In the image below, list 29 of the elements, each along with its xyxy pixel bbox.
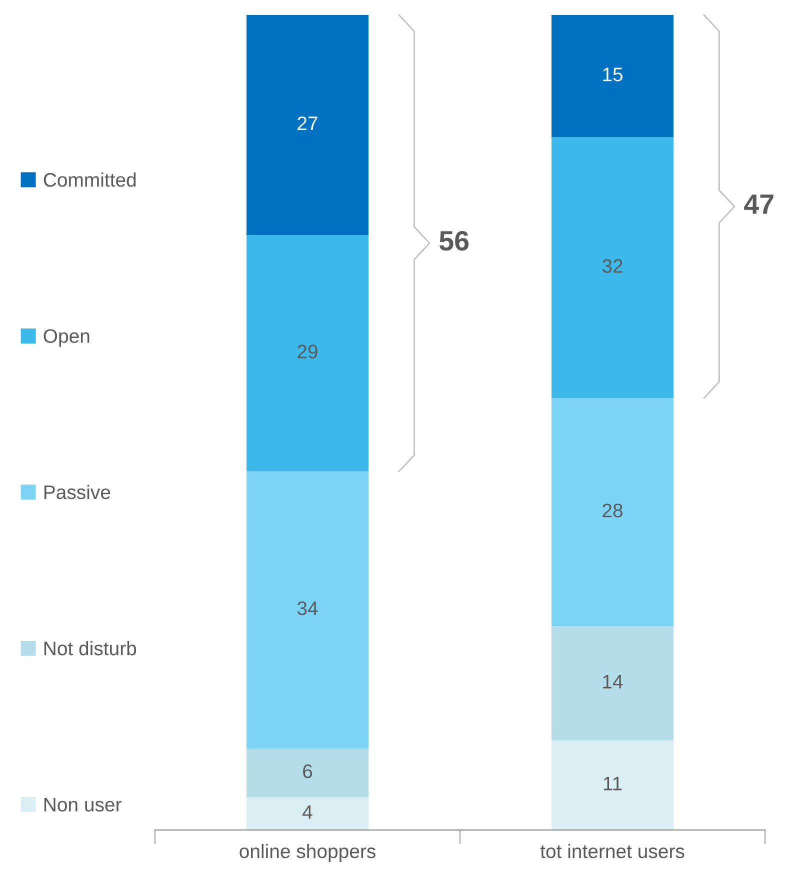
bar [552, 137, 674, 398]
data-label: 6 [303, 764, 312, 778]
bar [246, 748, 368, 798]
bar [552, 740, 674, 830]
bar [246, 797, 368, 830]
bar [552, 626, 674, 740]
data-label: 27 [298, 116, 318, 130]
annotation: 56 [440, 230, 469, 251]
annotation: 47 [744, 194, 774, 214]
bar [246, 235, 368, 472]
x-tick-label: online shoppers [240, 844, 376, 862]
data-label: 11 [604, 776, 622, 790]
legend-label: Passive [44, 484, 110, 500]
data-label: 4 [302, 805, 312, 819]
bar [246, 15, 368, 236]
data-label: 32 [602, 259, 622, 273]
legend-label: Not disturb [44, 641, 136, 656]
legend-label: Committed [44, 172, 136, 187]
bar [246, 471, 368, 748]
x-tick-label: tot internet users [540, 844, 684, 858]
data-label: 29 [298, 344, 318, 358]
data-label: 28 [602, 504, 622, 518]
legend-label: Non user [44, 798, 122, 812]
bar [552, 398, 674, 626]
data-label: 14 [603, 674, 623, 688]
data-label: 15 [603, 68, 622, 82]
bar [552, 15, 674, 138]
legend-label: Open [44, 329, 90, 347]
data-label: 34 [297, 601, 318, 616]
